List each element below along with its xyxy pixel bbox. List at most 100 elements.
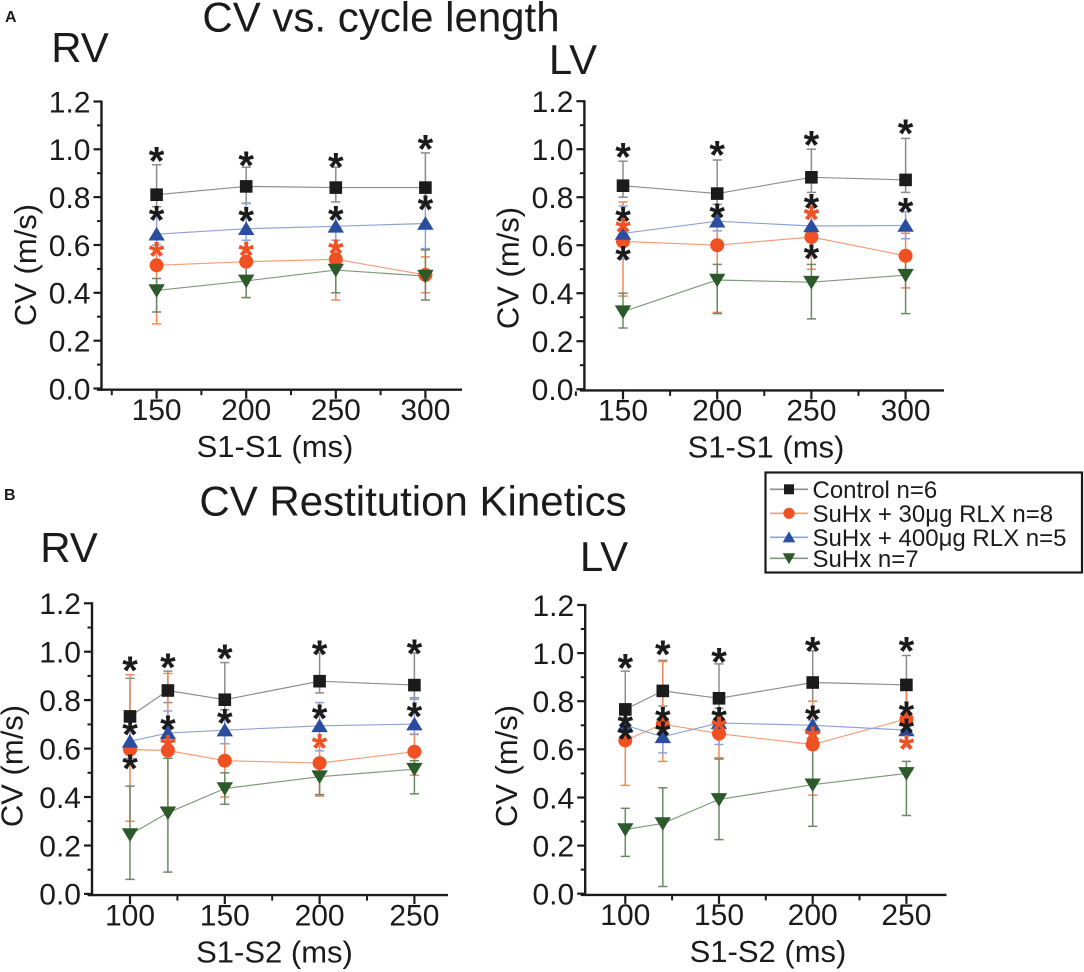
svg-text:0.6: 0.6 (532, 230, 574, 263)
svg-text:0.6: 0.6 (532, 734, 574, 767)
svg-text:*: * (217, 637, 233, 681)
svg-text:S1-S1 (ms): S1-S1 (ms) (688, 430, 845, 465)
svg-text:150: 150 (598, 395, 648, 428)
svg-text:*: * (898, 112, 914, 156)
svg-text:RV: RV (51, 24, 109, 71)
svg-text:*: * (238, 199, 254, 243)
svg-text:*: * (160, 728, 176, 772)
svg-text:A: A (5, 9, 17, 26)
svg-text:*: * (804, 124, 820, 168)
svg-text:CV Restitution Kinetics: CV Restitution Kinetics (199, 478, 626, 525)
svg-text:CV (m/s): CV (m/s) (491, 207, 526, 329)
svg-text:*: * (312, 727, 328, 771)
svg-text:*: * (407, 695, 423, 739)
svg-text:1.2: 1.2 (532, 590, 574, 623)
svg-text:0.0: 0.0 (532, 374, 574, 407)
svg-text:0.4: 0.4 (49, 278, 91, 311)
svg-text:0.0: 0.0 (532, 879, 574, 912)
svg-text:*: * (618, 718, 634, 762)
svg-text:*: * (615, 210, 631, 254)
svg-text:300: 300 (881, 395, 931, 428)
svg-text:0.2: 0.2 (49, 326, 91, 359)
svg-text:*: * (899, 694, 915, 738)
svg-text:150: 150 (200, 899, 250, 932)
svg-text:LV: LV (580, 533, 628, 580)
svg-text:1.0: 1.0 (532, 638, 574, 671)
svg-text:CV vs. cycle length: CV vs. cycle length (202, 0, 559, 41)
svg-text:1.0: 1.0 (49, 134, 91, 167)
svg-text:LV: LV (549, 36, 597, 83)
svg-text:*: * (160, 646, 176, 690)
svg-text:*: * (615, 199, 631, 243)
svg-text:*: * (418, 188, 434, 232)
svg-text:CV (m/s): CV (m/s) (8, 204, 43, 326)
svg-text:*: * (328, 232, 344, 276)
svg-text:*: * (711, 709, 727, 753)
svg-text:*: * (655, 699, 671, 743)
svg-text:250: 250 (881, 899, 931, 932)
svg-text:0.6: 0.6 (49, 230, 91, 263)
svg-text:S1-S2 (ms): S1-S2 (ms) (196, 934, 353, 969)
svg-text:*: * (160, 708, 176, 752)
svg-text:*: * (805, 630, 821, 674)
svg-text:*: * (312, 697, 328, 741)
svg-text:*: * (149, 139, 165, 183)
svg-text:*: * (328, 145, 344, 189)
svg-text:1.0: 1.0 (39, 637, 81, 670)
svg-text:1.2: 1.2 (49, 86, 91, 119)
svg-text:B: B (4, 487, 16, 504)
svg-text:200: 200 (221, 394, 271, 427)
svg-text:150: 150 (132, 394, 182, 427)
svg-text:*: * (238, 234, 254, 278)
svg-text:*: * (899, 630, 915, 674)
svg-text:100: 100 (105, 899, 155, 932)
svg-text:200: 200 (692, 395, 742, 428)
svg-text:*: * (328, 198, 344, 242)
svg-text:*: * (122, 747, 138, 791)
svg-text:*: * (238, 144, 254, 188)
svg-text:*: * (898, 191, 914, 235)
svg-text:200: 200 (295, 899, 345, 932)
svg-text:1.0: 1.0 (532, 134, 574, 167)
svg-text:1.2: 1.2 (532, 86, 574, 119)
svg-text:0.8: 0.8 (532, 182, 574, 215)
svg-text:250: 250 (786, 395, 836, 428)
svg-text:*: * (804, 186, 820, 230)
svg-text:0.2: 0.2 (39, 830, 81, 863)
svg-text:0.8: 0.8 (49, 182, 91, 215)
svg-text:0.2: 0.2 (532, 830, 574, 863)
svg-text:1.2: 1.2 (39, 588, 81, 621)
svg-text:*: * (804, 198, 820, 242)
svg-text:0.8: 0.8 (532, 686, 574, 719)
svg-text:*: * (615, 238, 631, 282)
svg-text:*: * (217, 702, 233, 746)
svg-text:Control n=6: Control n=6 (813, 477, 938, 504)
svg-text:0.4: 0.4 (532, 782, 574, 815)
svg-text:SuHx n=7: SuHx n=7 (813, 546, 919, 573)
svg-text:*: * (418, 127, 434, 171)
svg-text:*: * (615, 136, 631, 180)
svg-text:300: 300 (400, 394, 450, 427)
svg-text:*: * (312, 633, 328, 677)
svg-text:0.4: 0.4 (532, 278, 574, 311)
svg-text:*: * (618, 705, 634, 749)
svg-text:250: 250 (389, 899, 439, 932)
svg-text:0.8: 0.8 (39, 685, 81, 718)
svg-text:S1-S2 (ms): S1-S2 (ms) (690, 934, 847, 969)
svg-text:*: * (122, 649, 138, 693)
svg-text:*: * (804, 237, 820, 281)
svg-text:250: 250 (311, 394, 361, 427)
svg-text:RV: RV (40, 524, 98, 571)
svg-text:*: * (709, 133, 725, 177)
svg-text:*: * (618, 647, 634, 691)
svg-text:*: * (149, 198, 165, 242)
svg-text:*: * (655, 714, 671, 758)
svg-text:CV (m/s): CV (m/s) (0, 705, 30, 827)
svg-text:*: * (805, 719, 821, 763)
svg-text:*: * (899, 727, 915, 771)
svg-text:*: * (805, 698, 821, 742)
svg-text:SuHx + 30μg RLX n=8: SuHx + 30μg RLX n=8 (813, 501, 1054, 528)
svg-text:*: * (122, 713, 138, 757)
svg-text:*: * (711, 641, 727, 685)
svg-text:0.4: 0.4 (39, 782, 81, 815)
